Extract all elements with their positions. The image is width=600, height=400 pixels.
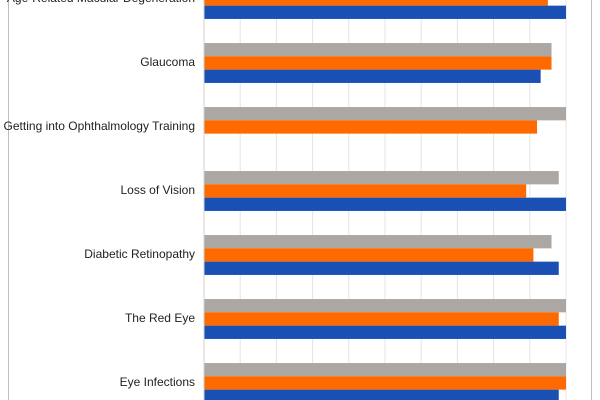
y-tick-label: Diabetic Retinopathy [84, 247, 195, 261]
bar [204, 389, 559, 400]
bar [204, 69, 541, 83]
y-tick-label: Age-Related Macular Degeneration [7, 0, 195, 5]
bar [204, 261, 559, 275]
bar [204, 235, 552, 249]
y-tick-label: Eye Infections [120, 375, 195, 389]
y-tick-label: Loss of Vision [121, 183, 196, 197]
bar [204, 197, 566, 211]
bar [204, 5, 566, 19]
bar [204, 107, 566, 121]
bar [204, 171, 559, 185]
bar [204, 376, 566, 390]
bar [204, 0, 548, 6]
bar [204, 312, 559, 326]
y-tick-label: Getting into Ophthalmology Training [4, 119, 195, 133]
bar [204, 363, 566, 377]
y-tick-label: Glaucoma [140, 55, 195, 69]
bar [204, 299, 566, 313]
bar [204, 120, 538, 134]
bar [204, 248, 534, 262]
y-tick-label: The Red Eye [125, 311, 195, 325]
bar [204, 43, 552, 57]
bar [204, 325, 566, 339]
bar [204, 56, 552, 70]
bar [204, 184, 527, 198]
